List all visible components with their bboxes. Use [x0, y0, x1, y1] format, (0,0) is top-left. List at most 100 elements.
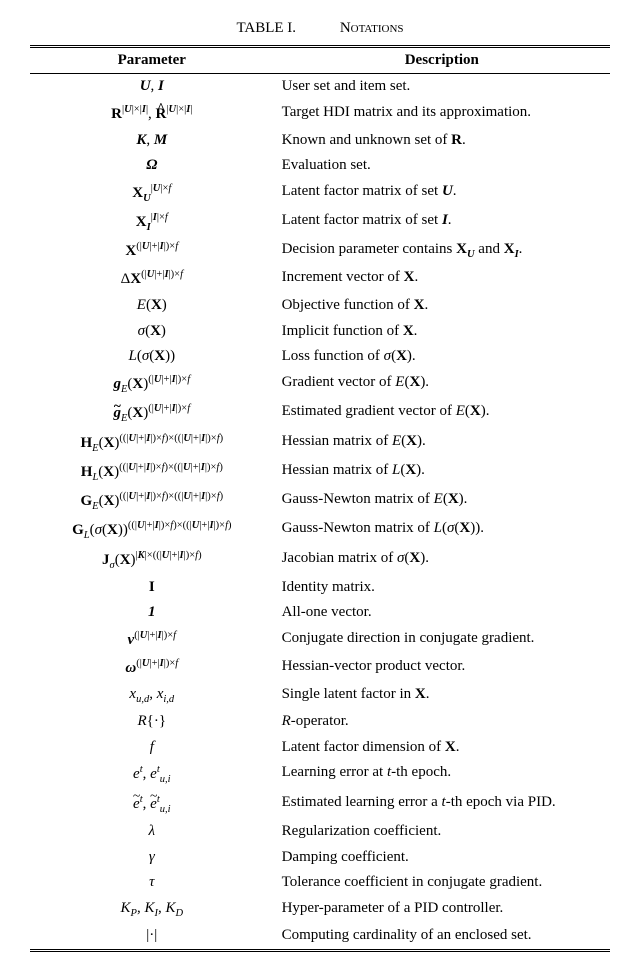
desc-cell: Conjugate direction in conjugate gradien…: [274, 626, 610, 654]
table-row: |·|Computing cardinality of an enclosed …: [30, 923, 610, 950]
param-cell: gE(X)(|U|+|I|)×f: [30, 399, 274, 428]
param-cell: R|U|×|I|, R|U|×|I|: [30, 100, 274, 128]
desc-cell: Gauss-Newton matrix of L(σ(X)).: [274, 516, 610, 545]
table-row: ΔX(|U|+|I|)×fIncrement vector of X.: [30, 265, 610, 293]
param-cell: |·|: [30, 923, 274, 950]
desc-cell: Known and unknown set of R.: [274, 128, 610, 154]
param-cell: xu,d, xi,d: [30, 682, 274, 709]
table-row: K, MKnown and unknown set of R.: [30, 128, 610, 154]
param-cell: XU|U|×f: [30, 179, 274, 208]
param-cell: HE(X)((|U|+|I|)×f)×((|U|+|I|)×f): [30, 429, 274, 458]
param-cell: HL(X)((|U|+|I|)×f)×((|U|+|I|)×f): [30, 458, 274, 487]
param-cell: Ω: [30, 153, 274, 179]
table-row: σ(X)Implicit function of X.: [30, 319, 610, 345]
param-cell: ΔX(|U|+|I|)×f: [30, 265, 274, 293]
desc-cell: Loss function of σ(X).: [274, 344, 610, 370]
table-row: ω(|U|+|I|)×fHessian-vector product vecto…: [30, 654, 610, 682]
table-row: GE(X)((|U|+|I|)×f)×((|U|+|I|)×f)Gauss-Ne…: [30, 487, 610, 516]
param-cell: K, M: [30, 128, 274, 154]
param-cell: L(σ(X)): [30, 344, 274, 370]
param-cell: 1: [30, 600, 274, 626]
desc-cell: Latent factor dimension of X.: [274, 735, 610, 761]
table-row: IIdentity matrix.: [30, 575, 610, 601]
table-row: X(|U|+|I|)×fDecision parameter contains …: [30, 237, 610, 265]
desc-cell: Hessian-vector product vector.: [274, 654, 610, 682]
param-cell: ω(|U|+|I|)×f: [30, 654, 274, 682]
table-row: HL(X)((|U|+|I|)×f)×((|U|+|I|)×f)Hessian …: [30, 458, 610, 487]
desc-cell: All-one vector.: [274, 600, 610, 626]
table-row: fLatent factor dimension of X.: [30, 735, 610, 761]
table-row: Jσ(X)|K|×((|U|+|I|)×f)Jacobian matrix of…: [30, 546, 610, 575]
param-cell: ν(|U|+|I|)×f: [30, 626, 274, 654]
desc-cell: Estimated learning error a t-th epoch vi…: [274, 790, 610, 819]
param-cell: λ: [30, 819, 274, 845]
table-row: XI|I|×fLatent factor matrix of set I.: [30, 208, 610, 237]
table-title: TABLE I. Notations: [30, 20, 610, 37]
desc-cell: R-operator.: [274, 709, 610, 735]
param-cell: XI|I|×f: [30, 208, 274, 237]
desc-cell: Latent factor matrix of set U.: [274, 179, 610, 208]
table-row: ν(|U|+|I|)×fConjugate direction in conju…: [30, 626, 610, 654]
table-row: XU|U|×fLatent factor matrix of set U.: [30, 179, 610, 208]
table-body: U, IUser set and item set.R|U|×|I|, R|U|…: [30, 74, 610, 951]
param-cell: GL(σ(X))((|U|+|I|)×f)×((|U|+|I|)×f): [30, 516, 274, 545]
desc-cell: User set and item set.: [274, 74, 610, 100]
param-cell: et, etu,i: [30, 790, 274, 819]
desc-cell: Gradient vector of E(X).: [274, 370, 610, 399]
table-row: ΩEvaluation set.: [30, 153, 610, 179]
desc-cell: Evaluation set.: [274, 153, 610, 179]
col-description: Description: [274, 47, 610, 74]
table-row: E(X)Objective function of X.: [30, 293, 610, 319]
table-row: gE(X)(|U|+|I|)×fEstimated gradient vecto…: [30, 399, 610, 428]
table-row: R{·}R-operator.: [30, 709, 610, 735]
param-cell: KP, KI, KD: [30, 896, 274, 923]
desc-cell: Tolerance coefficient in conjugate gradi…: [274, 870, 610, 896]
desc-cell: Hessian matrix of L(X).: [274, 458, 610, 487]
desc-cell: Jacobian matrix of σ(X).: [274, 546, 610, 575]
desc-cell: Hessian matrix of E(X).: [274, 429, 610, 458]
param-cell: γ: [30, 845, 274, 871]
param-cell: E(X): [30, 293, 274, 319]
desc-cell: Implicit function of X.: [274, 319, 610, 345]
desc-cell: Target HDI matrix and its approximation.: [274, 100, 610, 128]
table-row: 1All-one vector.: [30, 600, 610, 626]
param-cell: f: [30, 735, 274, 761]
desc-cell: Decision parameter contains XU and XI.: [274, 237, 610, 265]
table-row: τTolerance coefficient in conjugate grad…: [30, 870, 610, 896]
notations-table: Parameter Description U, IUser set and i…: [30, 45, 610, 952]
desc-cell: Increment vector of X.: [274, 265, 610, 293]
desc-cell: Gauss-Newton matrix of E(X).: [274, 487, 610, 516]
desc-cell: Estimated gradient vector of E(X).: [274, 399, 610, 428]
param-cell: gE(X)(|U|+|I|)×f: [30, 370, 274, 399]
desc-cell: Latent factor matrix of set I.: [274, 208, 610, 237]
table-row: et, etu,iLearning error at t-th epoch.: [30, 760, 610, 789]
table-label: TABLE I.: [236, 20, 296, 36]
param-cell: I: [30, 575, 274, 601]
param-cell: Jσ(X)|K|×((|U|+|I|)×f): [30, 546, 274, 575]
desc-cell: Damping coefficient.: [274, 845, 610, 871]
desc-cell: Hyper-parameter of a PID controller.: [274, 896, 610, 923]
table-caption: Notations: [340, 20, 404, 36]
table-row: KP, KI, KDHyper-parameter of a PID contr…: [30, 896, 610, 923]
col-parameter: Parameter: [30, 47, 274, 74]
table-row: λRegularization coefficient.: [30, 819, 610, 845]
table-row: GL(σ(X))((|U|+|I|)×f)×((|U|+|I|)×f)Gauss…: [30, 516, 610, 545]
desc-cell: Computing cardinality of an enclosed set…: [274, 923, 610, 950]
table-row: γDamping coefficient.: [30, 845, 610, 871]
desc-cell: Single latent factor in X.: [274, 682, 610, 709]
desc-cell: Objective function of X.: [274, 293, 610, 319]
param-cell: U, I: [30, 74, 274, 100]
param-cell: R{·}: [30, 709, 274, 735]
param-cell: X(|U|+|I|)×f: [30, 237, 274, 265]
param-cell: τ: [30, 870, 274, 896]
desc-cell: Identity matrix.: [274, 575, 610, 601]
table-row: et, etu,iEstimated learning error a t-th…: [30, 790, 610, 819]
desc-cell: Regularization coefficient.: [274, 819, 610, 845]
table-row: HE(X)((|U|+|I|)×f)×((|U|+|I|)×f)Hessian …: [30, 429, 610, 458]
table-row: L(σ(X))Loss function of σ(X).: [30, 344, 610, 370]
table-row: U, IUser set and item set.: [30, 74, 610, 100]
param-cell: σ(X): [30, 319, 274, 345]
desc-cell: Learning error at t-th epoch.: [274, 760, 610, 789]
table-row: xu,d, xi,dSingle latent factor in X.: [30, 682, 610, 709]
param-cell: GE(X)((|U|+|I|)×f)×((|U|+|I|)×f): [30, 487, 274, 516]
